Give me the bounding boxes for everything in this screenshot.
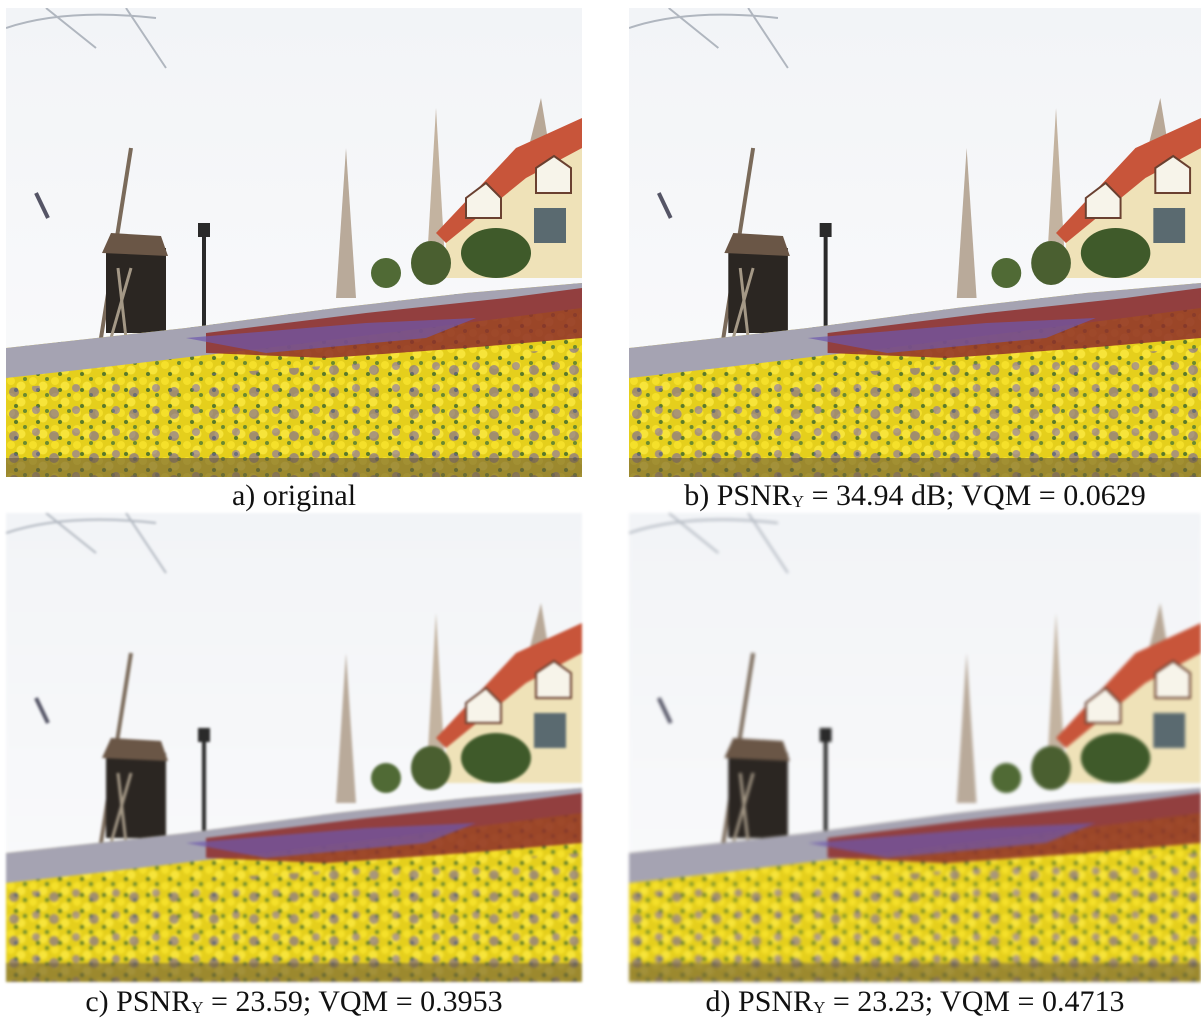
caption-d-prefix: d) PSNR (705, 985, 814, 1018)
caption-b: b) PSNRY = 34.94 dB; VQM = 0.0629 (629, 478, 1201, 520)
caption-a: a) original (6, 478, 582, 514)
caption-c: c) PSNRY = 23.59; VQM = 0.3953 (6, 984, 582, 1026)
caption-c-sub: Y (191, 998, 204, 1017)
caption-a-text: a) original (231, 479, 357, 512)
original-frame-image (6, 8, 582, 477)
caption-c-prefix: c) PSNR (85, 985, 192, 1018)
decoded-frame-b-image (629, 8, 1201, 477)
caption-d: d) PSNRY = 23.23; VQM = 0.4713 (629, 984, 1201, 1026)
caption-b-sub: Y (791, 492, 805, 511)
decoded-frame-c-image (6, 513, 582, 982)
caption-b-prefix: b) PSNR (684, 479, 792, 512)
caption-d-sub: Y (813, 998, 826, 1017)
caption-c-suffix: = 23.59; VQM = 0.3953 (203, 985, 503, 1018)
caption-b-suffix: = 34.94 dB; VQM = 0.0629 (804, 479, 1146, 512)
caption-d-suffix: = 23.23; VQM = 0.4713 (825, 985, 1125, 1018)
decoded-frame-d-image (629, 513, 1201, 982)
